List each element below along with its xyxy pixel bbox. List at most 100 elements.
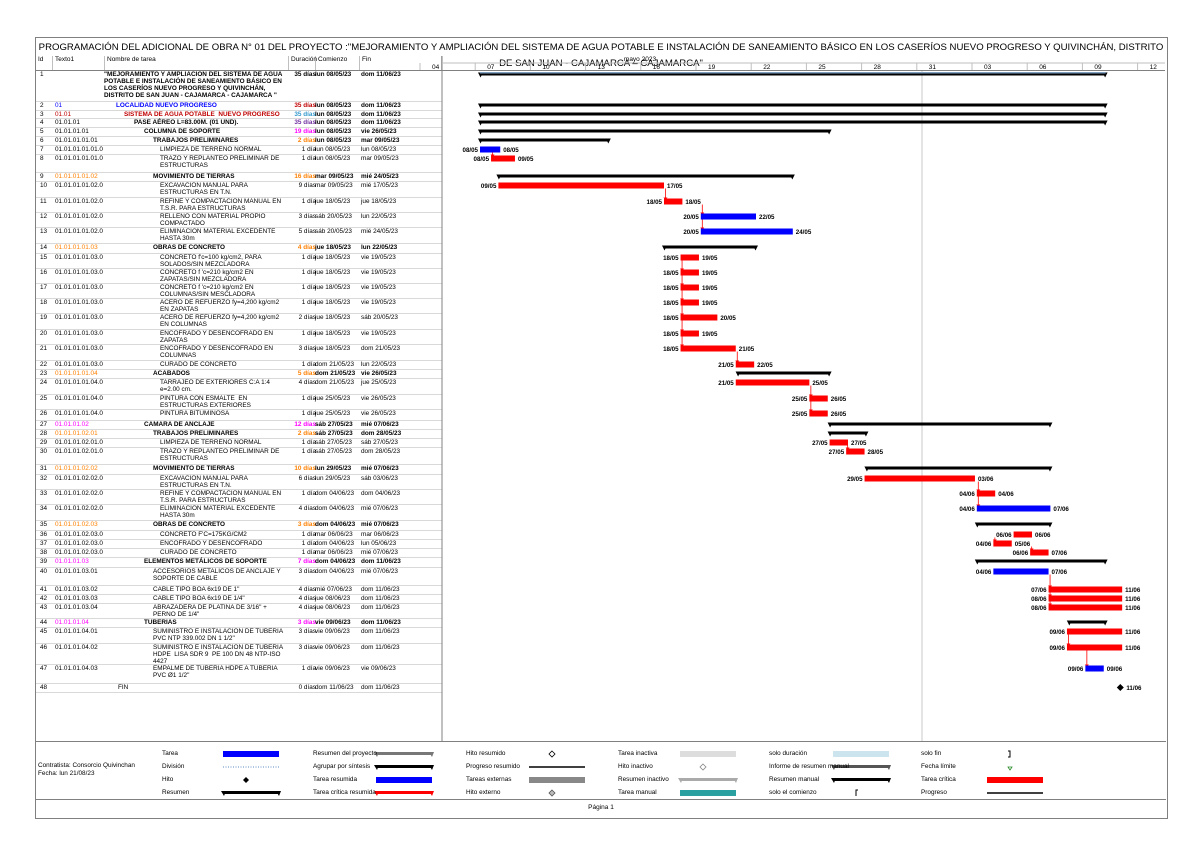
table-row[interactable]: 24 01.01.01.01.04.0 TARRAJEO DE EXTERIORES…: [36, 378, 442, 394]
row-divider: [36, 683, 442, 684]
table-row[interactable]: 15 01.01.01.01.03.0 CONCRETO f'c=100 kg/cm…: [36, 253, 442, 268]
table-row[interactable]: 47 01.01.01.04.03 EMPALME DE TUBERIA HDPE …: [36, 664, 442, 683]
cell-fin: mié 24/05/23: [361, 228, 398, 235]
table-row[interactable]: 39 01.01.01.03 ELEMENTOS METÁLICOS DE SOPO…: [36, 557, 442, 567]
cell-start: jue 08/06/23: [315, 595, 351, 602]
table-row[interactable]: 6 01.01.01.01.01 TRABAJOS PRELIMINARES 2 dí…: [36, 136, 442, 145]
task-bar: [498, 182, 664, 189]
summary-bar: [737, 371, 830, 375]
row-divider: [36, 329, 442, 330]
table-row[interactable]: 44 01.01.01.04 TUBERIAS 3 días vie 09/06/23 d…: [36, 618, 442, 627]
table-row[interactable]: 43 01.01.01.03.04 ABRAZADERA DE PLATINA DE…: [36, 603, 442, 618]
bar-label-end: 20/05: [720, 315, 736, 322]
legend-label: Tarea: [162, 750, 178, 757]
cell-dur: 5 días: [297, 370, 316, 377]
table-row[interactable]: 25 01.01.01.01.04.0 PINTURA CON ESMALTE EN…: [36, 394, 442, 409]
cell-start: mié 07/06/23: [315, 586, 352, 593]
bar-label-end: 11/06: [1125, 645, 1141, 652]
table-row[interactable]: 36 01.01.01.02.03.0 CONCRETO F'C=175KG/CM2…: [36, 530, 442, 539]
table-row[interactable]: 17 01.01.01.01.03.0 CONCRETO f 'c=210 kg/c…: [36, 283, 442, 298]
cell-id: 16: [40, 269, 48, 276]
legend-swatch: [376, 752, 432, 755]
legend-label: Progreso resumido: [466, 763, 520, 770]
task-bar: [680, 254, 699, 261]
table-row[interactable]: 45 01.01.01.04.01 SUMINISTRO E INSTALACION…: [36, 627, 442, 643]
bar-label-start: 09/05: [481, 183, 497, 190]
table-row[interactable]: 18 01.01.01.01.03.0 ACERO DE REFUERZO fy=4…: [36, 298, 442, 313]
summary-bar-cap-left: [662, 245, 667, 251]
cell-fin: vie 19/05/23: [361, 284, 396, 291]
table-row[interactable]: 4 01.01.01 PASE AÉREO L=83.00M. (01 UND). 3…: [36, 118, 442, 127]
table-row[interactable]: 30 01.01.01.02.01.0 TRAZO Y REPLANTEO PREL…: [36, 447, 442, 464]
cell-id: 23: [40, 370, 48, 377]
cell-id: 36: [40, 531, 48, 538]
table-row[interactable]: 48 FIN 0 días dom 11/06/23 dom 11/06/23: [36, 683, 442, 692]
table-row[interactable]: 38 01.01.01.02.03.0 CURADO DE CONCRETO 1 dí…: [36, 548, 442, 557]
cell-name: SUMINISTRO E INSTALACION DE TUBERIA PVC …: [153, 628, 284, 642]
legend-bracket: [855, 789, 858, 796]
table-row[interactable]: 5 01.01.01.01 COLUMNA DE SOPORTE 19 días lun…: [36, 127, 442, 136]
timescale-day-label: 16: [653, 64, 661, 71]
table-row[interactable]: 14 01.01.01.01.03 OBRAS DE CONCRETO 4 días j…: [36, 243, 442, 253]
table-row[interactable]: 28 01.01.01.02.01 TRABAJOS PRELIMINARES 2 d…: [36, 429, 442, 438]
table-row[interactable]: 31 01.01.01.02.02 MOVIMIENTO DE TIERRAS 10 …: [36, 464, 442, 474]
table-row[interactable]: 7 01.01.01.01.01.0 LIMPIEZA DE TERRENO NOR…: [36, 145, 442, 154]
cell-fin: vie 19/05/23: [361, 269, 396, 276]
table-row[interactable]: 12 01.01.01.01.02.0 RELLENO CON MATERIAL P…: [36, 212, 442, 227]
cell-fin: dom 11/06/23: [361, 684, 400, 691]
cell-fin: vie 19/05/23: [361, 254, 396, 261]
table-row[interactable]: 21 01.01.01.01.03.0 ENCOFRADO Y DESENCOFRA…: [36, 344, 442, 360]
table-row[interactable]: 2 01 LOCALIDAD NUEVO PROGRESO 35 días lun 08…: [36, 101, 442, 110]
table-row[interactable]: 8 01.01.01.01.01.0 TRAZO Y REPLANTEO PRELI…: [36, 154, 442, 172]
row-divider: [36, 212, 442, 213]
summary-bar-cap-left: [735, 371, 741, 377]
table-row[interactable]: 16 01.01.01.01.03.0 CONCRETO f 'c=210 kg/c…: [36, 268, 442, 283]
cell-fin: dom 11/06/23: [361, 71, 401, 78]
cell-dur: 35 días: [294, 102, 316, 109]
cell-wbs: 01.01.01.02.01: [55, 430, 98, 437]
table-row[interactable]: 10 01.01.01.01.02.0 EXCAVACION MANUAL PARA…: [36, 181, 442, 197]
bar-label-start: 21/05: [718, 362, 734, 369]
table-row[interactable]: 37 01.01.01.02.03.0 ENCOFRADO Y DESENCOFRA…: [36, 539, 442, 548]
bar-label-end: 11/06: [1125, 629, 1141, 636]
legend-swatch: [680, 751, 736, 757]
summary-bar-cap-left: [478, 129, 483, 135]
table-row[interactable]: 35 01.01.01.02.03 OBRAS DE CONCRETO 3 días d…: [36, 520, 442, 530]
cell-name: TRABAJOS PRELIMINARES: [153, 137, 239, 144]
cell-fin: mié 07/06/23: [361, 505, 398, 512]
table-row[interactable]: 32 01.01.01.02.02.0 EXCAVACION MANUAL PARA…: [36, 474, 442, 489]
table-row[interactable]: 1 "MEJORAMIENTO Y AMPLIACIÓN DEL SISTEMA …: [36, 70, 442, 101]
table-row[interactable]: 11 01.01.01.01.02.0 REFINE Y COMPACTACION …: [36, 197, 442, 212]
table-row[interactable]: 33 01.01.01.02.02.0 REFINE Y COMPACTACION …: [36, 489, 442, 504]
table-row[interactable]: 3 01.01 SISTEMA DE AGUA POTABLE NUEVO PROG…: [36, 110, 442, 118]
table-row[interactable]: 19 01.01.01.01.03.0 ACERO DE REFUERZO fy=4…: [36, 313, 442, 329]
table-row[interactable]: 23 01.01.01.01.04 ACABADOS 5 días dom 21/05/…: [36, 369, 442, 378]
cell-wbs: 01.01.01.04.01: [55, 628, 98, 635]
cell-dur: 1 día: [301, 254, 316, 261]
table-row[interactable]: 29 01.01.01.02.01.0 LIMPIEZA DE TERRENO NO…: [36, 438, 442, 447]
task-bar: [1085, 665, 1104, 672]
cell-start: dom 21/05/23: [315, 379, 355, 386]
table-row[interactable]: 34 01.01.01.02.02.0 ELIMINACION MATERIAL E…: [36, 504, 442, 520]
task-bar: [1013, 531, 1032, 538]
cell-start: jue 25/05/23: [315, 410, 351, 417]
bar-label-start: 29/05: [847, 476, 863, 483]
bar-label-start: 25/05: [792, 411, 808, 418]
table-row[interactable]: 42 01.01.01.03.03 CABLE TIPO BOA 6x19 DE 1…: [36, 594, 442, 603]
legend-swatch-cap: [374, 765, 379, 770]
table-row[interactable]: 9 01.01.01.01.02 MOVIMIENTO DE TIERRAS 16 d…: [36, 172, 442, 181]
table-row[interactable]: 26 01.01.01.01.04.0 PINTURA BITUMINOSA 1 dí…: [36, 409, 442, 420]
table-row[interactable]: 20 01.01.01.01.03.0 ENCOFRADO Y DESENCOFRA…: [36, 329, 442, 344]
table-row[interactable]: 40 01.01.01.03.01 ACCESORIOS METALICOS DE …: [36, 567, 442, 585]
task-bar: [976, 505, 1051, 512]
table-row[interactable]: 22 01.01.01.01.03.0 CURADO DE CONCRETO 1 dí…: [36, 360, 442, 369]
summary-bar-cap-right: [789, 174, 795, 180]
table-row[interactable]: 46 01.01.01.04.02 SUMINISTRO E INSTALACION…: [36, 643, 442, 664]
cell-id: 21: [40, 345, 48, 352]
table-row[interactable]: 13 01.01.01.01.02.0 ELIMINACION MATERIAL E…: [36, 227, 442, 243]
legend-label: Tarea crítica: [921, 776, 956, 783]
table-row[interactable]: 41 01.01.01.03.02 CABLE TIPO BOA 6x19 DE 1…: [36, 585, 442, 594]
summary-bar-cap-right: [1047, 466, 1053, 472]
table-row[interactable]: 27 01.01.01.02 CAMARA DE ANCLAJE 12 días sáb…: [36, 420, 442, 429]
